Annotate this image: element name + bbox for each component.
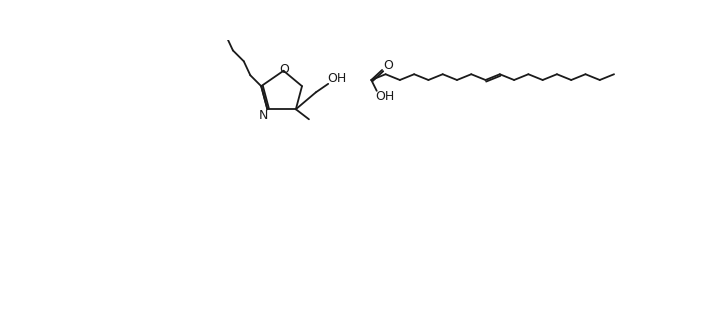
Text: N: N xyxy=(258,109,268,122)
Text: O: O xyxy=(383,59,393,72)
Text: O: O xyxy=(279,63,289,76)
Text: OH: OH xyxy=(327,72,346,85)
Text: OH: OH xyxy=(375,90,394,103)
